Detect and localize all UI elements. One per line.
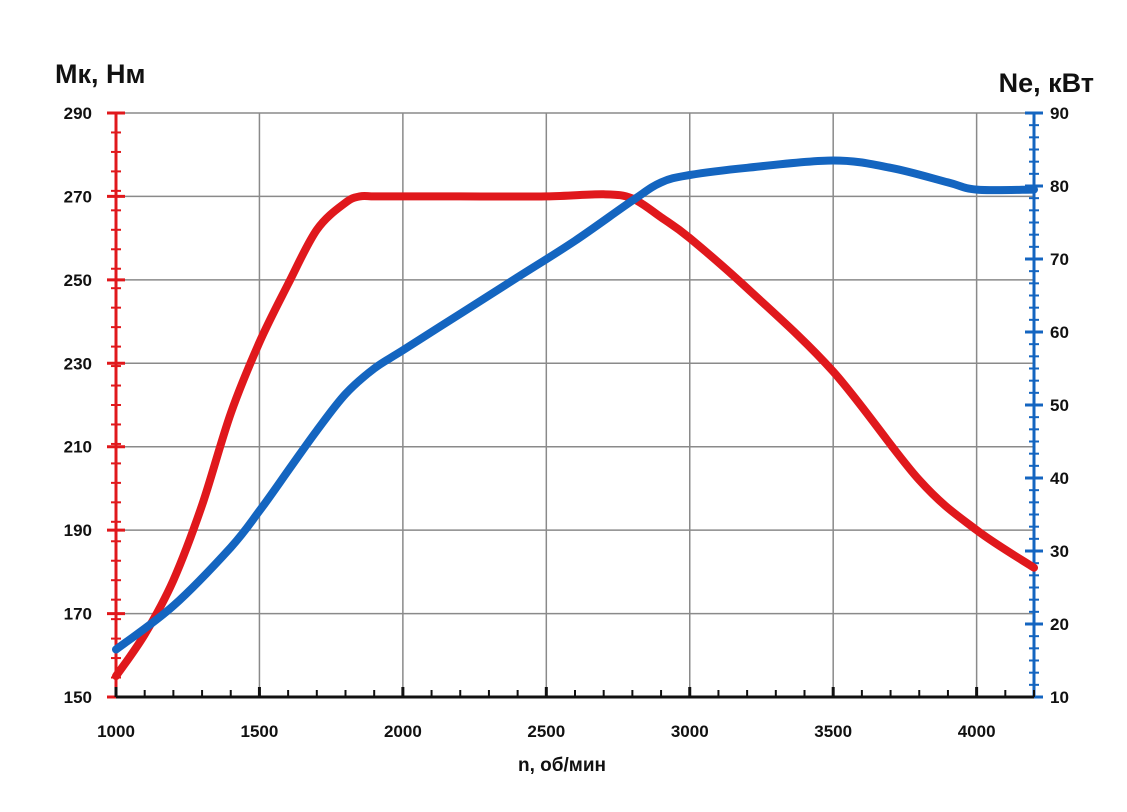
right-tick-label: 30 [1050,542,1069,561]
right-tick-label: 20 [1050,615,1069,634]
left-y-axis [107,111,125,699]
x-tick-label: 2000 [384,722,422,741]
right-tick-label: 80 [1050,177,1069,196]
x-tick-label: 3000 [671,722,709,741]
left-tick-label: 170 [64,605,92,624]
x-tick-label: 3500 [814,722,852,741]
right-tick-label: 50 [1050,396,1069,415]
torque-curve [112,190,1038,681]
right-tick-label: 60 [1050,323,1069,342]
right-axis-title: Ne, кВт [999,68,1094,98]
left-tick-label: 210 [64,438,92,457]
grid [116,112,1034,697]
left-tick-label: 270 [64,187,92,206]
x-axis [114,687,1035,699]
plot-area [116,113,1034,697]
x-tick-label: 4000 [958,722,996,741]
power-curve [112,156,1038,654]
left-axis-title: Мк, Нм [55,59,145,89]
series-group [112,156,1038,681]
left-tick-label: 230 [64,354,92,373]
left-tick-label: 150 [64,688,92,707]
tick-labels: 1000 1500 2000 2500 3000 3500 4000 150 170 190 210… [64,104,1069,741]
left-tick-label: 190 [64,521,92,540]
right-tick-label: 40 [1050,469,1069,488]
x-tick-label: 1000 [97,722,135,741]
right-tick-label: 70 [1050,250,1069,269]
x-tick-label: 2500 [527,722,565,741]
left-tick-label: 250 [64,271,92,290]
x-tick-label: 1500 [241,722,279,741]
x-axis-title: n, об/мин [518,755,606,776]
left-tick-label: 290 [64,104,92,123]
right-tick-label: 90 [1050,104,1069,123]
right-tick-label: 10 [1050,688,1069,707]
